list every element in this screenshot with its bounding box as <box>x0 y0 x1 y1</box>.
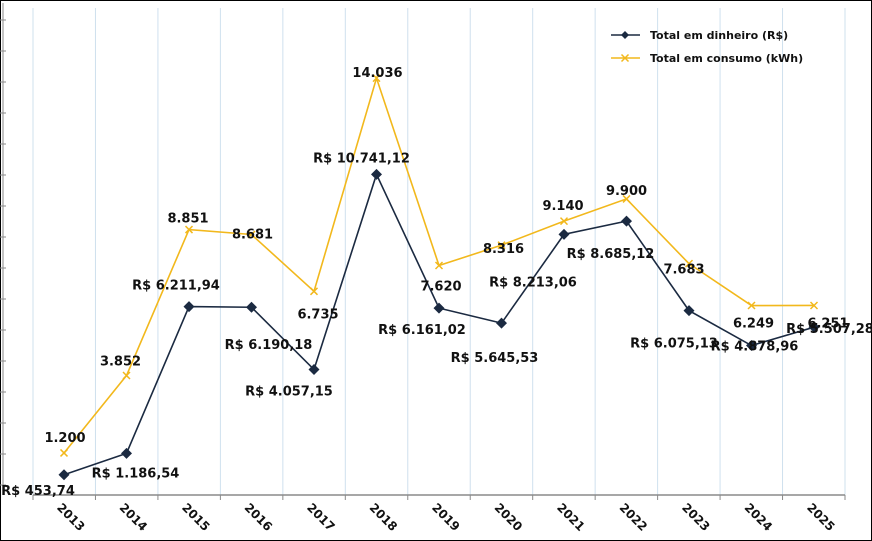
money-data-label: R$ 6.211,94 <box>132 279 220 294</box>
kwh-marker <box>684 259 694 268</box>
x-tick-label: 2022 <box>617 500 651 534</box>
money-data-label: R$ 453,74 <box>1 484 75 499</box>
money-data-label: R$ 4.878,96 <box>711 340 799 355</box>
kwh-data-label: 7.683 <box>663 263 704 278</box>
kwh-marker-stroke <box>497 241 506 250</box>
x-tick-label: 2014 <box>117 500 151 534</box>
kwh-marker <box>372 74 381 83</box>
money-marker <box>58 469 70 481</box>
legend-label: Total em dinheiro (R$) <box>650 29 788 42</box>
kwh-marker <box>184 225 194 234</box>
legend: Total em dinheiro (R$) Total em consumo (… <box>611 29 803 65</box>
kwh-marker-stroke <box>122 371 131 380</box>
kwh-data-label: 14.036 <box>352 66 402 81</box>
money-data-label: R$ 10.741,12 <box>313 151 410 166</box>
axes <box>0 3 846 500</box>
money-marker <box>121 447 132 459</box>
money-marker <box>308 364 320 376</box>
kwh-data-label: 8.316 <box>483 242 524 257</box>
kwh-marker-stroke <box>372 74 381 83</box>
kwh-data-label: 9.140 <box>542 199 583 214</box>
x-tick-label: 2020 <box>492 500 526 534</box>
kwh-data-label: 6.249 <box>733 317 774 332</box>
x-tick-label: 2025 <box>804 500 838 534</box>
kwh-marker-stroke <box>434 261 444 270</box>
x-tick-label: 2023 <box>679 500 713 534</box>
kwh-data-label: 7.620 <box>420 279 461 294</box>
kwh-marker <box>122 371 131 380</box>
kwh-data-label: 6.251 <box>807 316 848 331</box>
money-data-label: R$ 8.685,12 <box>567 247 655 262</box>
money-data-label: R$ 5.507,28 <box>786 322 872 337</box>
money-marker <box>433 302 445 314</box>
kwh-data-label: 6.735 <box>297 307 338 322</box>
x-tick-labels: 2013 2014 2015 2016 2017 2018 2019 2020 2021 2022… <box>54 500 838 534</box>
money-data-label: R$ 5.645,53 <box>451 351 539 366</box>
legend-label: Total em consumo (kWh) <box>650 52 803 65</box>
x-tick-label: 2016 <box>242 500 276 534</box>
kwh-data-label: 8.681 <box>232 228 273 243</box>
kwh-marker-stroke <box>622 194 631 203</box>
kwh-marker-stroke <box>247 230 256 239</box>
kwh-data-label: 1.200 <box>44 431 85 446</box>
x-tick-label: 2017 <box>304 500 338 534</box>
money-data-label: R$ 8.213,06 <box>489 275 577 290</box>
money-data-label: R$ 6.075,13 <box>630 337 718 352</box>
money-marker <box>183 301 195 313</box>
money-data-label: R$ 6.161,02 <box>378 323 466 338</box>
money-data-label: R$ 4.057,15 <box>245 385 333 400</box>
data-labels: R$ 453,74 R$ 1.186,54 R$ 6.211,94 R$ 6.190,… <box>1 66 872 499</box>
kwh-marker <box>497 241 506 250</box>
money-marker <box>371 168 382 180</box>
kwh-marker-stroke <box>59 448 69 457</box>
x-tick-label: 2015 <box>179 500 213 534</box>
legend-x-icon <box>620 53 630 63</box>
x-tick-label: 2019 <box>429 500 463 534</box>
series-markers <box>58 74 820 481</box>
kwh-marker <box>622 194 631 203</box>
kwh-marker <box>309 287 319 296</box>
kwh-marker <box>59 448 69 457</box>
x-tick-label: 2021 <box>554 500 588 534</box>
legend-entry-money: Total em dinheiro (R$) <box>611 29 788 42</box>
money-marker <box>246 301 257 313</box>
kwh-marker <box>747 301 756 310</box>
kwh-data-label: 8.851 <box>167 212 208 227</box>
kwh-marker-stroke <box>809 301 819 310</box>
kwh-marker-stroke <box>747 301 756 310</box>
kwh-marker-stroke <box>559 217 569 226</box>
kwh-marker <box>247 230 256 239</box>
x-tick-label: 2013 <box>54 500 88 534</box>
money-marker <box>746 340 757 352</box>
money-marker <box>558 228 570 240</box>
gridlines <box>32 8 846 495</box>
kwh-marker <box>809 301 819 310</box>
kwh-marker <box>434 261 444 270</box>
money-data-label: R$ 6.190,18 <box>225 338 313 353</box>
kwh-marker-stroke <box>684 259 694 268</box>
x-tick-label: 2018 <box>367 500 401 534</box>
x-tick-label: 2024 <box>742 500 776 534</box>
legend-entry-kwh: Total em consumo (kWh) <box>611 52 803 65</box>
money-data-label: R$ 1.186,54 <box>92 466 180 481</box>
kwh-marker <box>559 217 569 226</box>
money-marker <box>683 305 695 317</box>
kwh-data-label: 9.900 <box>606 184 647 199</box>
money-marker <box>621 215 632 227</box>
money-marker <box>808 321 820 333</box>
money-marker <box>496 317 507 329</box>
kwh-marker-stroke <box>184 225 194 234</box>
kwh-data-label: 3.852 <box>100 355 141 370</box>
kwh-marker-stroke <box>309 287 319 296</box>
legend-diamond-icon <box>621 31 629 39</box>
